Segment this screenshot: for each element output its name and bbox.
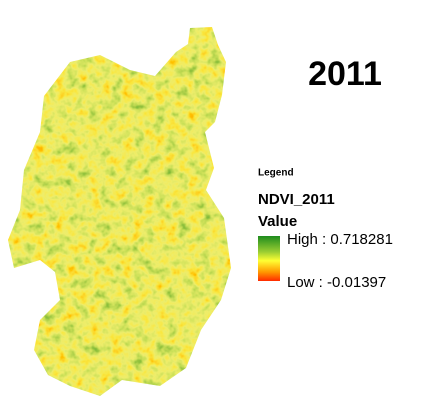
legend-high: High : 0.718281 <box>287 231 393 248</box>
legend-field: Value <box>258 213 297 230</box>
legend: Legend NDVI_2011 Value High : 0.718281 L… <box>258 168 393 291</box>
legend-low: Low : -0.01397 <box>287 274 386 291</box>
legend-heading: Legend <box>258 168 294 179</box>
legend-layer: NDVI_2011 <box>258 191 335 208</box>
map-title: 2011 <box>308 55 382 93</box>
raster-fill <box>8 27 231 396</box>
legend-color-ramp <box>258 236 280 281</box>
ndvi-raster <box>8 27 231 396</box>
